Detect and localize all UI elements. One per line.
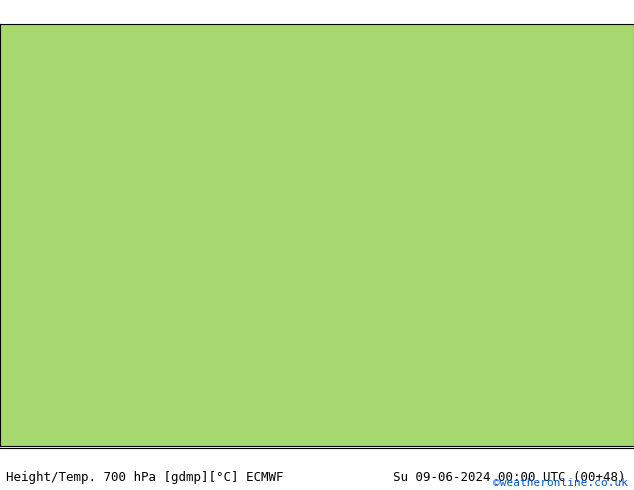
Text: Su 09-06-2024 00:00 UTC (00+48): Su 09-06-2024 00:00 UTC (00+48) bbox=[393, 471, 626, 484]
Text: ©weatheronline.co.uk: ©weatheronline.co.uk bbox=[493, 478, 628, 488]
Text: Height/Temp. 700 hPa [gdmp][°C] ECMWF: Height/Temp. 700 hPa [gdmp][°C] ECMWF bbox=[6, 471, 284, 484]
